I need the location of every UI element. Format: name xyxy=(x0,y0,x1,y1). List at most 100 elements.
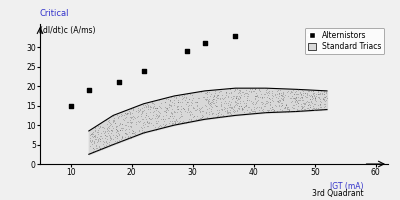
Point xyxy=(214,94,221,97)
Point xyxy=(139,126,146,129)
Point xyxy=(110,116,117,119)
Point xyxy=(312,102,318,106)
Point xyxy=(235,87,241,90)
Point xyxy=(140,109,146,112)
Point xyxy=(99,137,106,140)
Point xyxy=(267,97,273,100)
Point xyxy=(299,98,305,102)
Point xyxy=(210,97,217,101)
Point xyxy=(179,101,186,104)
Point xyxy=(235,91,242,95)
Point xyxy=(107,134,113,137)
Point xyxy=(145,122,152,125)
Point xyxy=(272,92,279,95)
Point xyxy=(244,95,250,98)
Point xyxy=(286,108,292,111)
Point xyxy=(315,92,321,96)
Point xyxy=(121,114,128,117)
Point xyxy=(305,100,312,103)
Point xyxy=(124,134,131,138)
Point xyxy=(223,101,230,105)
Point xyxy=(130,134,136,137)
Point xyxy=(110,118,116,122)
Point xyxy=(166,115,173,118)
Point xyxy=(214,97,220,100)
Point xyxy=(217,89,223,92)
Point xyxy=(205,107,212,110)
Point xyxy=(200,96,207,99)
Point xyxy=(168,122,175,125)
Point xyxy=(301,107,308,111)
Point xyxy=(315,103,321,107)
Point xyxy=(167,100,174,103)
Point xyxy=(233,100,240,103)
Point xyxy=(216,97,223,100)
Point xyxy=(156,113,162,116)
Point xyxy=(264,87,270,91)
Point xyxy=(116,123,123,126)
Point xyxy=(126,109,132,112)
Point xyxy=(241,106,247,109)
Point xyxy=(116,81,122,84)
Point xyxy=(95,146,102,149)
Point xyxy=(156,115,162,118)
Point xyxy=(110,120,116,123)
Point xyxy=(197,117,204,120)
Point xyxy=(313,92,319,95)
Point xyxy=(157,106,164,109)
Point xyxy=(314,95,321,99)
Point xyxy=(268,89,275,93)
Point xyxy=(149,102,156,105)
Point xyxy=(276,95,282,98)
Point xyxy=(184,106,191,109)
Point xyxy=(267,103,273,106)
Point xyxy=(310,104,316,108)
Point xyxy=(251,109,258,112)
Point xyxy=(180,96,186,99)
Point xyxy=(269,105,276,108)
Point xyxy=(94,140,101,143)
Point xyxy=(280,106,287,109)
Point xyxy=(289,95,295,98)
Point xyxy=(127,116,134,119)
Point xyxy=(247,110,254,114)
Point xyxy=(234,102,241,105)
Point xyxy=(208,109,214,112)
Point xyxy=(130,106,136,110)
Point xyxy=(253,102,259,105)
Point xyxy=(178,120,185,123)
Point xyxy=(94,130,101,133)
Point xyxy=(90,135,96,138)
Point xyxy=(185,118,192,121)
Point xyxy=(246,106,252,109)
Point xyxy=(163,110,170,114)
Point xyxy=(289,106,296,109)
Point xyxy=(203,90,210,94)
Point xyxy=(162,100,168,103)
Point xyxy=(108,123,114,126)
Point xyxy=(322,95,328,98)
Point xyxy=(94,140,101,143)
Point xyxy=(124,137,130,140)
Point xyxy=(114,135,120,138)
Point xyxy=(294,101,301,104)
Point xyxy=(305,106,311,109)
Point xyxy=(174,104,181,108)
Point xyxy=(210,100,216,103)
Point xyxy=(263,99,269,102)
Point xyxy=(261,105,268,108)
Point xyxy=(316,108,323,111)
Point xyxy=(253,100,260,104)
Point xyxy=(178,112,184,115)
Point xyxy=(290,104,296,107)
Point xyxy=(269,108,275,111)
Point xyxy=(187,92,193,95)
Point xyxy=(253,92,259,95)
Point xyxy=(277,88,283,91)
Point xyxy=(169,100,175,103)
Point xyxy=(251,112,258,115)
Point xyxy=(170,101,177,104)
Point xyxy=(225,110,232,114)
Point xyxy=(219,96,226,100)
Point xyxy=(140,105,147,108)
